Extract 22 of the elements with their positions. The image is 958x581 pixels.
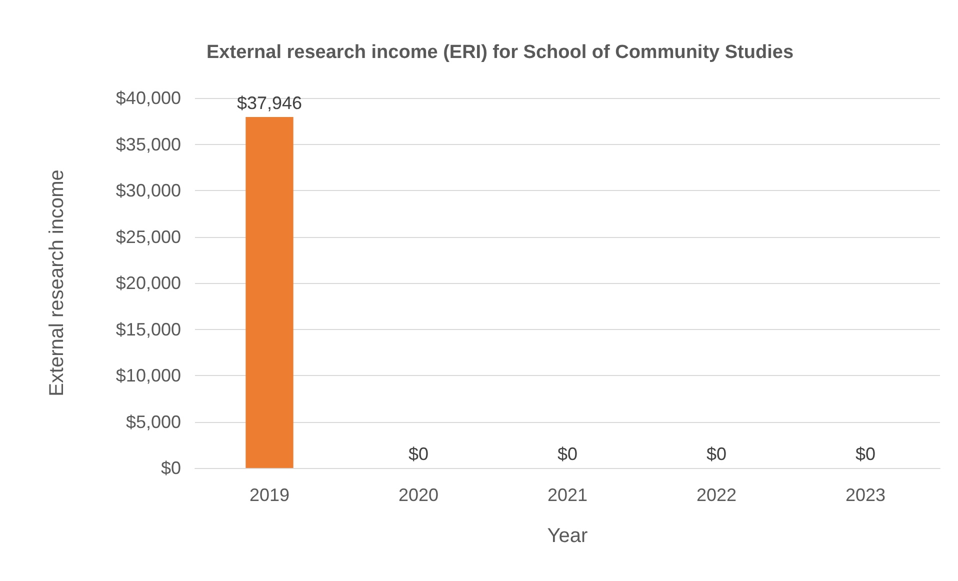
y-tick-label: $35,000	[116, 134, 181, 154]
y-tick-label: $0	[160, 458, 181, 478]
data-label: $37,946	[236, 93, 302, 113]
y-tick-label: $5,000	[126, 412, 181, 432]
x-tick-label: 2021	[547, 485, 588, 505]
data-label: $0	[408, 444, 429, 464]
x-tick-label: 2023	[845, 485, 886, 505]
y-tick-label: $25,000	[116, 226, 181, 247]
data-label: $0	[557, 444, 578, 464]
y-tick-label: $20,000	[116, 273, 181, 293]
x-axis-title: Year	[547, 525, 588, 547]
y-tick-label: $40,000	[116, 88, 181, 108]
data-label: $0	[855, 444, 876, 464]
y-tick-label: $15,000	[116, 319, 181, 340]
chart-title: External research income (ERI) for School of Community Studies	[206, 42, 794, 63]
y-tick-label: $30,000	[116, 180, 181, 200]
y-tick-label: $10,000	[116, 366, 181, 386]
x-tick-label: 2022	[696, 485, 737, 505]
data-label: $0	[706, 444, 727, 464]
x-tick-label: 2020	[398, 485, 439, 505]
y-axis-title: External research income	[46, 170, 68, 396]
x-tick-label: 2019	[249, 485, 290, 505]
